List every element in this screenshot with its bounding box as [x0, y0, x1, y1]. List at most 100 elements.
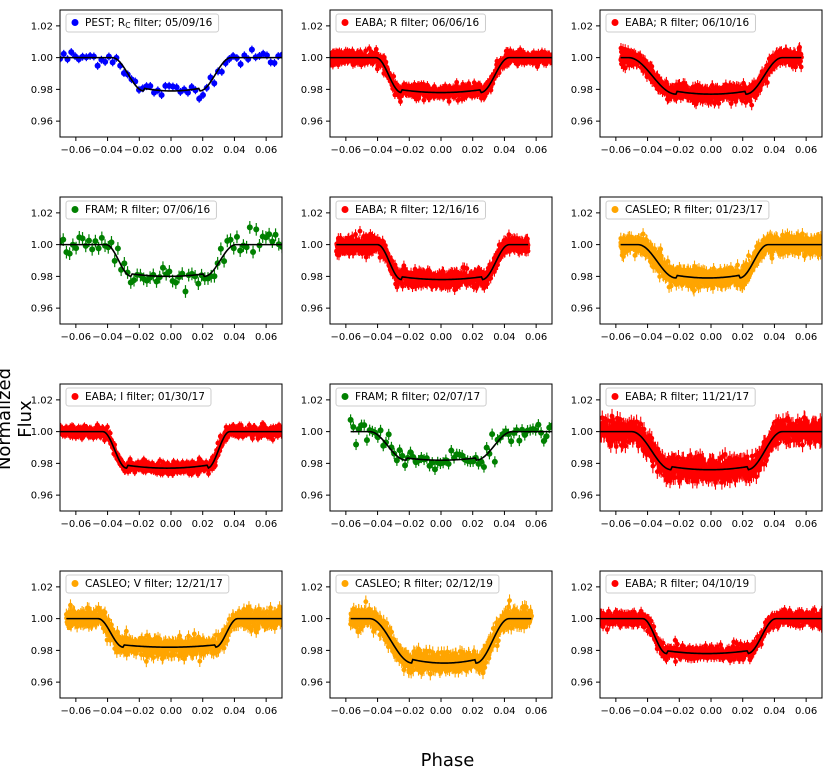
data-point [446, 99, 452, 104]
model-curve [60, 243, 282, 278]
legend-marker [611, 19, 619, 26]
panel-3: −0.06 −0.04 −0.02 0.00 0.02 0.04 0.06 0.96 0.98 1… [571, 9, 823, 156]
legend-box [65, 13, 220, 33]
y-tick-label: 0.98 [31, 85, 53, 96]
y-tick-label: 0.96 [571, 117, 593, 128]
data-point [150, 271, 157, 278]
data-point [357, 228, 363, 234]
x-tick-label: −0.04 [92, 145, 123, 156]
legend: EABA; R filter; 06/06/16 [335, 13, 486, 33]
data-point [184, 89, 191, 96]
data-point [230, 245, 237, 252]
data-point [95, 245, 102, 252]
data-point [353, 231, 358, 237]
x-tick-label: 0.00 [160, 145, 182, 156]
data-point [373, 46, 379, 52]
data-point [233, 233, 240, 240]
data-point [271, 59, 278, 66]
x-tick-label: 0.04 [493, 145, 515, 156]
data-point [131, 277, 137, 284]
data-points [60, 45, 282, 103]
data-point [159, 264, 166, 271]
data-point [109, 59, 116, 66]
data-point [60, 50, 67, 57]
x-tick-label: 0.06 [525, 145, 547, 156]
data-point [243, 244, 250, 251]
data-point [248, 46, 255, 53]
data-point [221, 258, 228, 265]
data-point [196, 95, 203, 102]
x-tick-label: 0.02 [732, 145, 754, 156]
data-point [269, 238, 276, 245]
x-tick-label: 0.06 [255, 145, 277, 156]
y-tick-label: 0.98 [571, 85, 593, 96]
data-points [618, 42, 804, 111]
data-point [199, 92, 206, 99]
data-point [68, 49, 75, 56]
x-tick-label: 0.04 [223, 145, 245, 156]
model-curve [620, 56, 802, 95]
legend: PEST; RC filter; 05/09/16 [65, 13, 220, 33]
x-tick-label: 0.02 [192, 332, 214, 343]
x-tick-label: 0.00 [700, 145, 722, 156]
panel-1: −0.06 −0.04 −0.02 0.00 0.02 0.04 0.06 0.96 0.98 1… [31, 9, 283, 156]
x-tick-label: −0.04 [632, 145, 663, 156]
y-tick-label: 1.02 [571, 21, 593, 32]
data-points [334, 225, 531, 295]
data-point [89, 246, 96, 253]
data-point [466, 81, 472, 86]
x-tick-label: −0.06 [331, 145, 362, 156]
data-point [398, 99, 403, 105]
data-point [105, 53, 112, 60]
legend-box [335, 13, 486, 33]
data-point [92, 238, 99, 245]
data-point [716, 101, 722, 106]
y-tick-label: 1.00 [31, 240, 53, 251]
x-tick-label: −0.02 [124, 332, 155, 343]
data-point [195, 280, 202, 287]
data-point [622, 65, 628, 71]
x-tick-label: 0.06 [255, 332, 277, 343]
data-point [211, 273, 218, 280]
x-tick-label: −0.04 [92, 332, 123, 343]
data-point [799, 54, 804, 60]
data-point [147, 82, 154, 89]
data-point [798, 64, 804, 70]
panel-5: −0.06 −0.04 −0.02 0.00 0.02 0.04 0.060.960.981… [301, 196, 553, 343]
legend-marker [71, 206, 79, 213]
data-point [79, 235, 86, 242]
x-tick-label: −0.02 [124, 145, 155, 156]
data-point [121, 260, 128, 267]
x-tick-label: 0.00 [160, 332, 182, 343]
y-tick-label: 0.96 [31, 304, 53, 315]
x-tick-label: −0.02 [394, 145, 425, 156]
data-point [182, 288, 189, 295]
data-point [246, 224, 253, 231]
model-curve [330, 56, 552, 94]
data-point [749, 102, 755, 108]
data-point [217, 245, 224, 252]
data-point [363, 48, 369, 54]
y-tick-label: 1.00 [31, 53, 53, 64]
data-point [663, 79, 669, 85]
legend: EABA; R filter; 06/10/16 [605, 13, 756, 33]
data-point [272, 231, 279, 238]
y-tick-label: 1.02 [31, 208, 53, 219]
legend-box [65, 200, 217, 220]
x-tick-label: 0.04 [763, 145, 785, 156]
data-point [237, 61, 244, 68]
data-point [389, 258, 395, 264]
y-tick-label: 1.00 [301, 53, 323, 64]
data-points [330, 44, 552, 106]
data-point [66, 250, 73, 257]
y-tick-label: 0.96 [301, 117, 323, 128]
data-point [73, 245, 80, 252]
data-point [211, 80, 218, 87]
data-point [94, 62, 101, 69]
data-point [158, 92, 165, 99]
legend-label: PEST; RC filter; 05/09/16 [85, 17, 213, 30]
panel-2: −0.06 −0.04 −0.02 0.00 0.02 0.04 0.06 0.96 0.98 1… [301, 9, 553, 156]
x-tick-label: 0.02 [192, 145, 214, 156]
legend-box [605, 13, 756, 33]
